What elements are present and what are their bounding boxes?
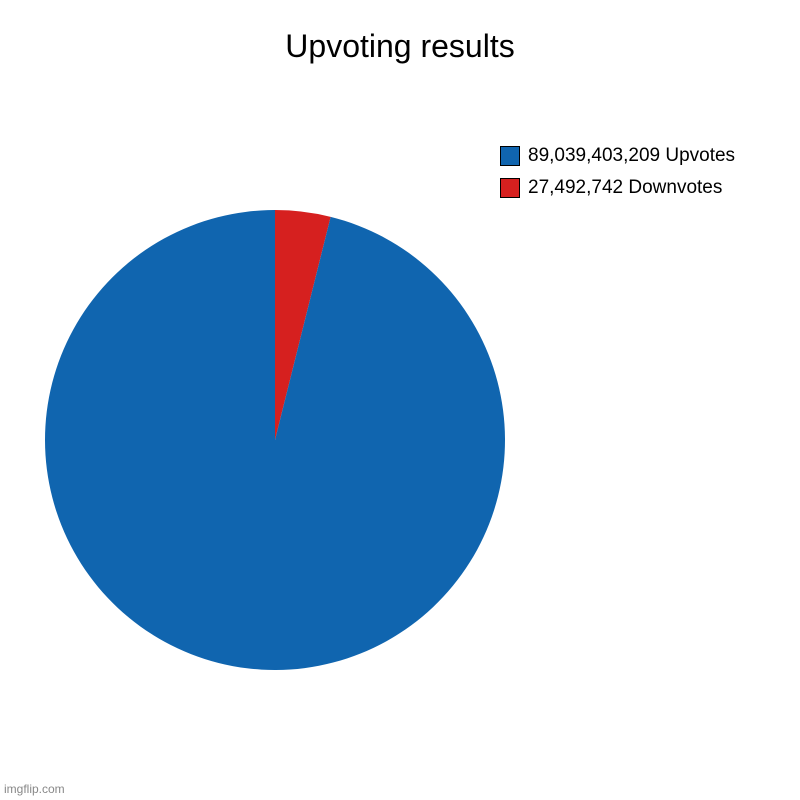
legend-item-upvotes: 89,039,403,209 Upvotes	[500, 145, 735, 167]
legend-label-upvotes: 89,039,403,209 Upvotes	[528, 145, 735, 167]
chart-title: Upvoting results	[0, 0, 800, 65]
legend-swatch-upvotes	[500, 146, 520, 166]
pie-slice-upvotes	[45, 210, 505, 670]
legend-swatch-downvotes	[500, 178, 520, 198]
watermark: imgflip.com	[4, 782, 65, 796]
legend-label-downvotes: 27,492,742 Downvotes	[528, 177, 722, 199]
pie-chart	[45, 210, 505, 670]
legend-item-downvotes: 27,492,742 Downvotes	[500, 177, 735, 199]
legend: 89,039,403,209 Upvotes 27,492,742 Downvo…	[500, 145, 735, 209]
